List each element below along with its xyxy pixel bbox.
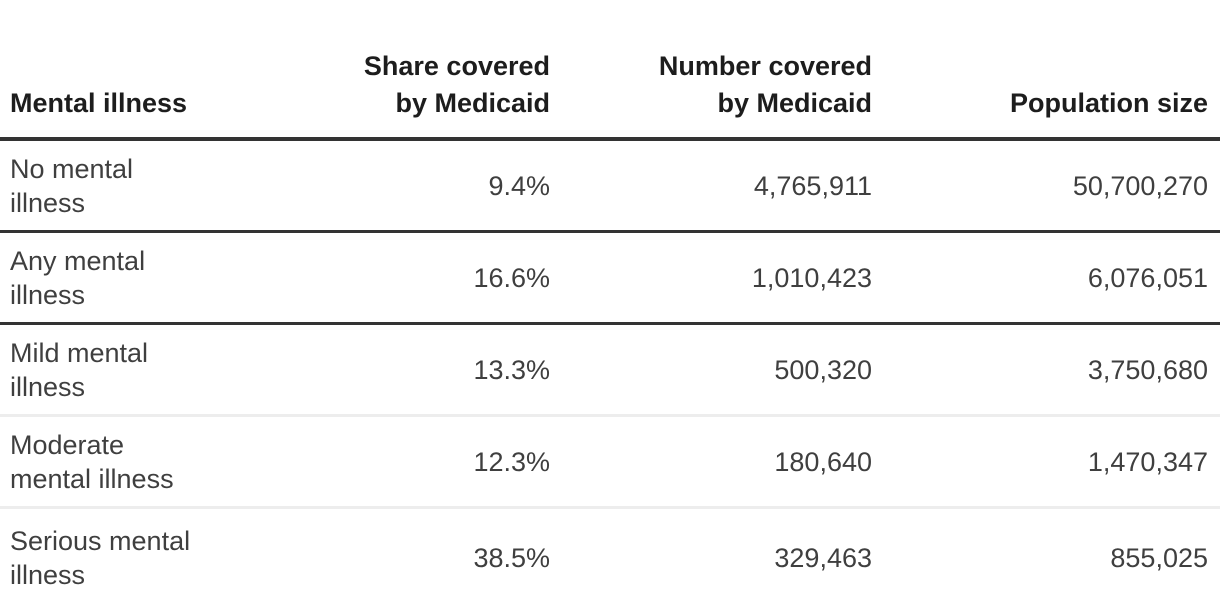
number-cell: 500,320 [550, 324, 872, 416]
table-row: Mild mental illness 13.3% 500,320 3,750,… [0, 324, 1220, 416]
table-row: Any mental illness 16.6% 1,010,423 6,076… [0, 232, 1220, 324]
illness-cell: Mild mental illness [0, 324, 340, 416]
number-cell: 4,765,911 [550, 139, 872, 232]
number-cell: 180,640 [550, 416, 872, 508]
population-cell: 6,076,051 [872, 232, 1220, 324]
column-header-population-size: Population size [872, 0, 1220, 139]
share-cell: 16.6% [340, 232, 550, 324]
column-header-mental-illness: Mental illness [0, 0, 340, 139]
table-row: No mental illness 9.4% 4,765,911 50,700,… [0, 139, 1220, 232]
population-cell: 1,470,347 [872, 416, 1220, 508]
share-cell: 9.4% [340, 139, 550, 232]
population-cell: 50,700,270 [872, 139, 1220, 232]
illness-cell: Any mental illness [0, 232, 340, 324]
table-row: Serious mental illness 38.5% 329,463 855… [0, 508, 1220, 607]
illness-cell: Moderate mental illness [0, 416, 340, 508]
illness-cell: No mental illness [0, 139, 340, 232]
share-cell: 38.5% [340, 508, 550, 607]
share-cell: 12.3% [340, 416, 550, 508]
number-cell: 329,463 [550, 508, 872, 607]
column-header-share-covered: Share covered by Medicaid [340, 0, 550, 139]
illness-cell: Serious mental illness [0, 508, 340, 607]
number-cell: 1,010,423 [550, 232, 872, 324]
column-header-number-covered: Number covered by Medicaid [550, 0, 872, 139]
population-cell: 3,750,680 [872, 324, 1220, 416]
header-row: Mental illness Share covered by Medicaid… [0, 0, 1220, 139]
table-row: Moderate mental illness 12.3% 180,640 1,… [0, 416, 1220, 508]
population-cell: 855,025 [872, 508, 1220, 607]
share-cell: 13.3% [340, 324, 550, 416]
